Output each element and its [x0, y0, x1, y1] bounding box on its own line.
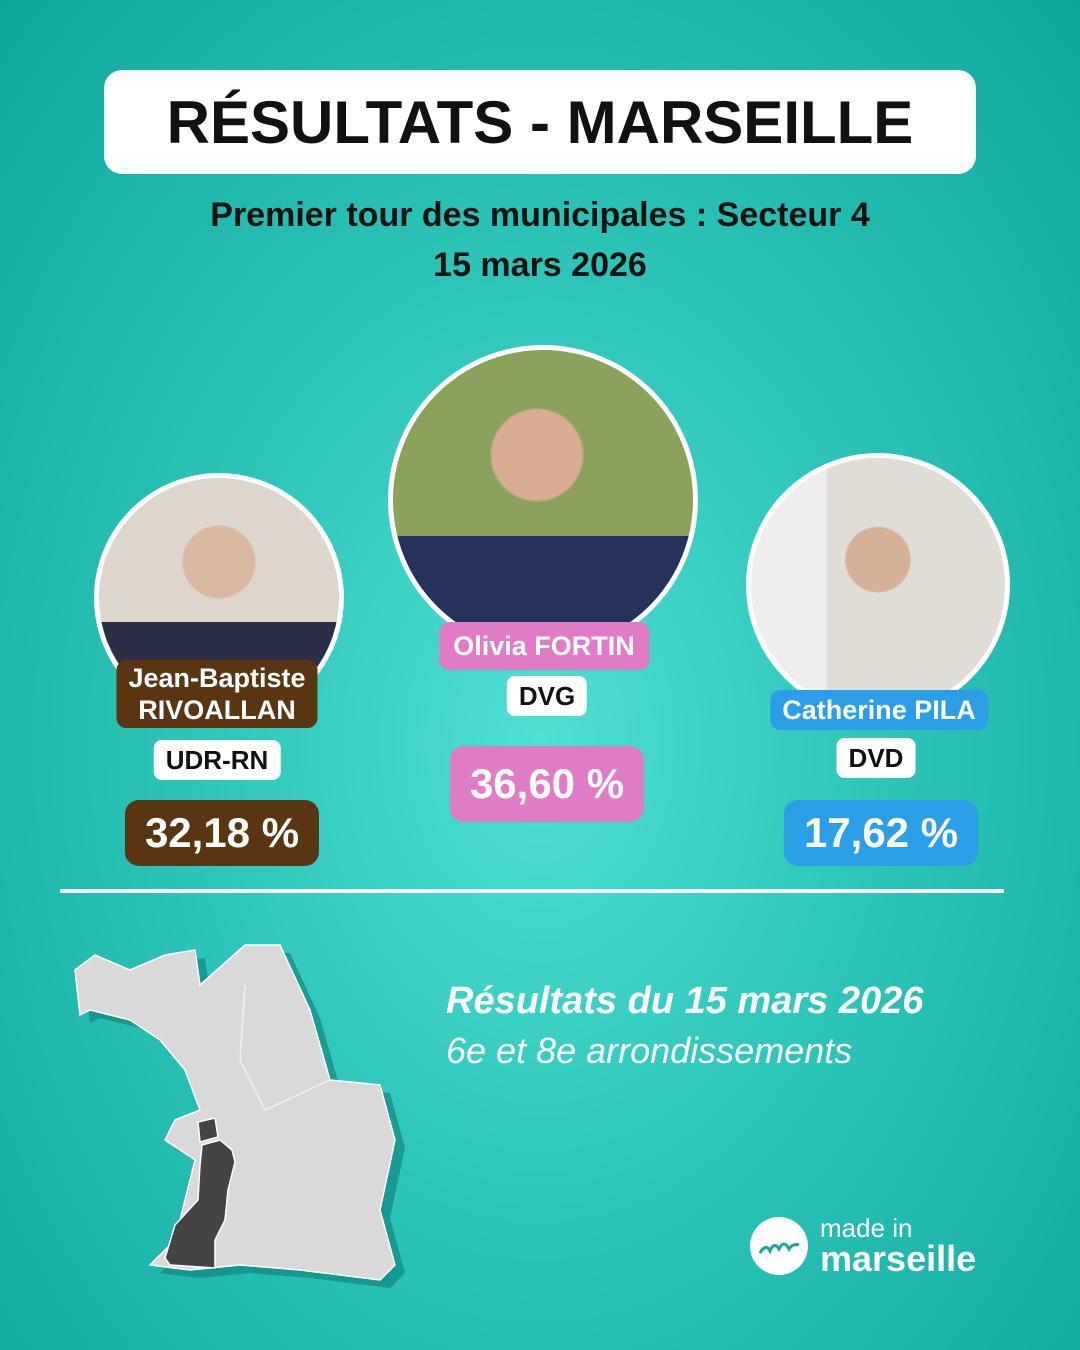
results-detail: 6e et 8e arrondissements — [446, 1030, 853, 1071]
divider — [60, 889, 1004, 893]
name-line: Jean-Baptiste — [128, 663, 306, 693]
candidate-photo-pila — [746, 453, 1010, 717]
results-heading: Résultats du 15 mars 2026 — [446, 980, 924, 1022]
party-badge: UDR-RN — [153, 740, 281, 780]
name-line: RIVOALLAN — [138, 695, 296, 725]
candidate-name-fortin: Olivia FORTIN — [439, 622, 649, 670]
map-city — [74, 944, 396, 1281]
candidate-name-rivoallan: Jean-Baptiste RIVOALLAN — [116, 660, 318, 728]
party-badge: DVD — [836, 738, 916, 778]
candidate-name-pila: Catherine PILA — [770, 690, 988, 730]
candidate-photo-fortin — [388, 345, 698, 655]
percent-badge: 32,18 % — [124, 800, 320, 866]
percent-badge: 36,60 % — [449, 746, 645, 822]
percent-badge: 17,62 % — [783, 800, 979, 866]
map-sector-6e — [197, 1117, 219, 1143]
logo-icon — [750, 1217, 808, 1275]
map-sector-8e — [164, 1139, 236, 1269]
logo-line2: marseille — [820, 1238, 977, 1279]
subtitle: Premier tour des municipales : Secteur 4 — [210, 196, 870, 234]
made-in-marseille-logo: made in marseille — [750, 1215, 976, 1277]
logo-line1: made in — [820, 1213, 913, 1243]
page-title: RÉSULTATS - MARSEILLE — [104, 70, 976, 174]
date: 15 mars 2026 — [433, 246, 647, 284]
map-borders — [239, 984, 331, 1111]
party-badge: DVG — [506, 676, 588, 716]
